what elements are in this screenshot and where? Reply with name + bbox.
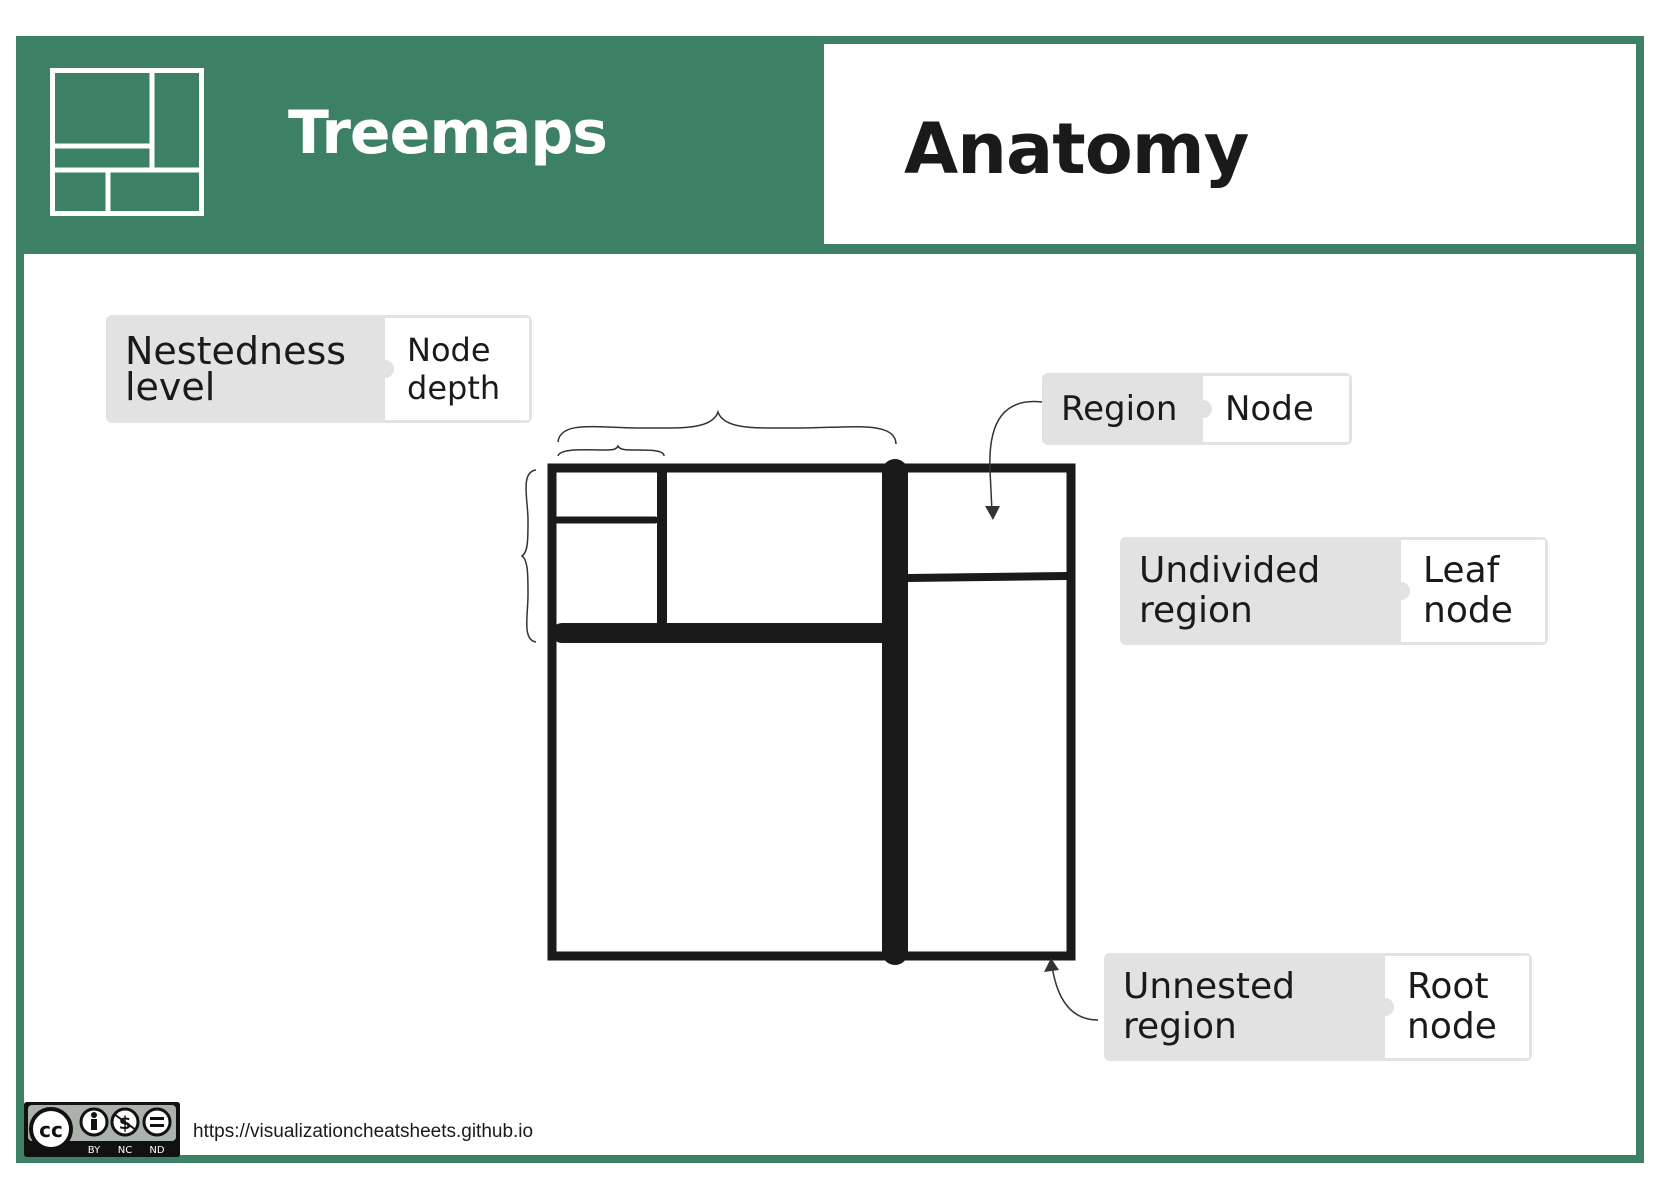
root-region [547,463,1076,961]
tag-definition: Node [1203,376,1349,442]
tag-term-text: Unnested region [1123,966,1296,1047]
svg-text:$: $ [119,1113,132,1134]
level2-divider-right [904,572,1070,582]
tag-definition-text: Node [1225,389,1314,429]
page-title: Treemaps [288,98,608,168]
header-underline [16,244,1644,254]
tag-term: Nestedness level [109,318,394,420]
tag-nestedness-level: Nestedness level Node depth [106,315,532,423]
license-label-by: BY [88,1145,101,1156]
cc-by-nc-nd-icon: cc $ BY NC ND [24,1102,180,1157]
treemap-icon [50,68,204,216]
section-title: Anatomy [904,108,1249,190]
tag-term: Undivided region [1123,540,1410,642]
tag-region: Region Node [1042,373,1352,445]
tag-definition-text: Leaf node [1423,550,1513,631]
tag-term: Region [1045,376,1212,442]
tag-term: Unnested region [1107,956,1394,1058]
tag-definition-text: Root node [1407,966,1497,1047]
tag-definition: Root node [1385,956,1529,1058]
tag-unnested-region: Unnested region Root node [1104,953,1532,1061]
tag-definition: Leaf node [1401,540,1545,642]
svg-text:cc: cc [39,1118,63,1142]
tag-term-text: Region [1061,389,1178,429]
tag-term-text: Undivided region [1139,550,1321,631]
license-label-nc: NC [118,1145,132,1156]
tag-term-text: Nestedness level [125,329,347,409]
treemap-diagram [547,459,1076,965]
tag-definition-text: Node depth [407,331,501,407]
tag-undivided-region: Undivided region Leaf node [1120,537,1548,645]
tag-definition: Node depth [385,318,529,420]
footer-url[interactable]: https://visualizationcheatsheets.github.… [193,1121,534,1142]
license-label-nd: ND [149,1145,164,1156]
